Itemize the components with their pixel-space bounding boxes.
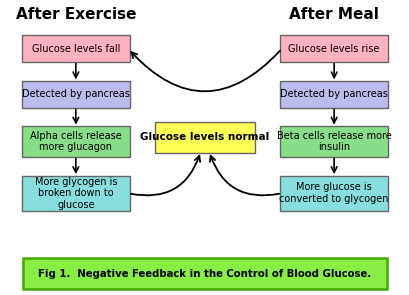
Text: Detected by pancreas: Detected by pancreas (22, 89, 130, 99)
FancyBboxPatch shape (21, 126, 130, 157)
FancyBboxPatch shape (21, 176, 130, 211)
FancyBboxPatch shape (279, 176, 388, 211)
Text: Alpha cells release
more glucagon: Alpha cells release more glucagon (30, 131, 121, 153)
Text: Beta cells release more
insulin: Beta cells release more insulin (276, 131, 391, 153)
Text: Glucose levels normal: Glucose levels normal (140, 132, 269, 142)
Text: Glucose levels fall: Glucose levels fall (31, 44, 120, 54)
FancyBboxPatch shape (21, 81, 130, 108)
FancyBboxPatch shape (155, 122, 254, 153)
Text: After Exercise: After Exercise (16, 7, 136, 22)
Text: Fig 1.  Negative Feedback in the Control of Blood Glucose.: Fig 1. Negative Feedback in the Control … (38, 269, 371, 278)
FancyBboxPatch shape (279, 35, 388, 62)
Text: Detected by pancreas: Detected by pancreas (279, 89, 387, 99)
FancyBboxPatch shape (279, 126, 388, 157)
FancyBboxPatch shape (279, 81, 388, 108)
Text: More glucose is
converted to glycogen: More glucose is converted to glycogen (279, 182, 388, 204)
Text: More glycogen is
broken down to
glucose: More glycogen is broken down to glucose (34, 177, 117, 210)
Text: After Meal: After Meal (288, 7, 378, 22)
FancyBboxPatch shape (21, 35, 130, 62)
Text: Glucose levels rise: Glucose levels rise (288, 44, 379, 54)
FancyBboxPatch shape (22, 258, 387, 289)
